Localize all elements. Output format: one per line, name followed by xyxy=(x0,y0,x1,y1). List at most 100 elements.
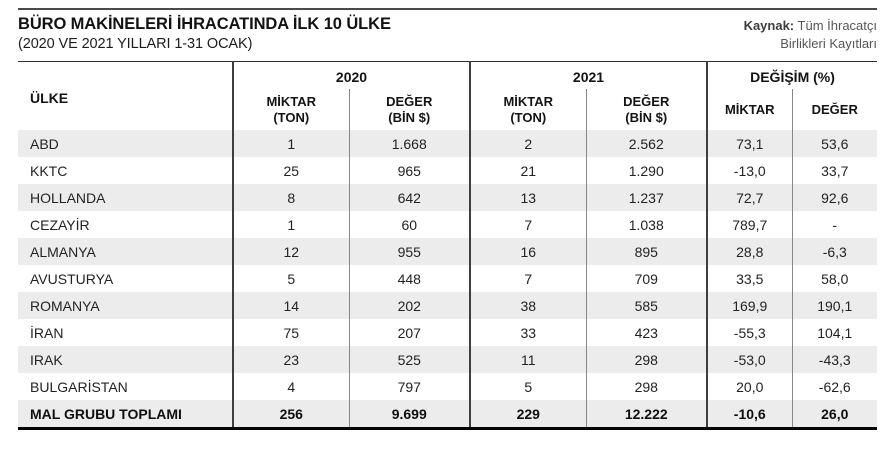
column-group-2021: 2021 xyxy=(470,61,708,90)
value-cell: 7 xyxy=(470,211,587,239)
column-group-change: DEĞİŞİM (%) xyxy=(707,61,877,90)
sub-header-row: MİKTAR (TON) DEĞER (BİN $) MİKTAR (TON) … xyxy=(18,89,877,131)
country-cell: BULGARİSTAN xyxy=(18,373,234,401)
value-cell: 20,0 xyxy=(707,373,793,401)
value-cell: 38 xyxy=(470,292,587,320)
value-cell: 298 xyxy=(586,373,708,401)
table-row: HOLLANDA 8 642 13 1.237 72,7 92,6 xyxy=(18,184,877,212)
value-cell: 1.668 xyxy=(349,130,471,158)
value-cell: 1 xyxy=(233,130,350,158)
value-cell: 26,0 xyxy=(821,405,849,422)
value-cell: 92,6 xyxy=(821,189,849,206)
table-row: BULGARİSTAN 4 797 5 298 20,0 -62,6 xyxy=(18,373,877,401)
table-row: IRAK 23 525 11 298 -53,0 -43,3 xyxy=(18,346,877,374)
table-row: CEZAYİR 1 60 7 1.038 789,7 - xyxy=(18,211,877,239)
value-cell: 1.290 xyxy=(586,157,708,185)
value-cell: 4 xyxy=(233,373,350,401)
value-cell: 5 xyxy=(233,265,350,293)
value-cell: -6,3 xyxy=(822,243,847,260)
source-label: Kaynak: xyxy=(743,18,795,33)
value-cell: 202 xyxy=(349,292,471,320)
value-cell: 21 xyxy=(470,157,587,185)
bin-unit-label: (BİN $) xyxy=(388,109,431,125)
value-cell: 11 xyxy=(470,346,587,374)
value-cell: 789,7 xyxy=(707,211,793,239)
value-cell: 16 xyxy=(470,238,587,266)
bin-unit-label: (BİN $) xyxy=(625,109,668,125)
page-subtitle: (2020 VE 2021 YILLARI 1-31 OCAK) xyxy=(18,35,253,52)
value-cell: 1.237 xyxy=(586,184,708,212)
table-row: KKTC 25 965 21 1.290 -13,0 33,7 xyxy=(18,157,877,185)
value-cell: 2.562 xyxy=(586,130,708,158)
country-cell: HOLLANDA xyxy=(18,184,234,212)
deger-label: DEĞER xyxy=(386,94,433,109)
value-cell: 965 xyxy=(349,157,471,185)
value-cell: 33,5 xyxy=(707,265,793,293)
value-cell: 797 xyxy=(349,373,471,401)
value-cell: 14 xyxy=(233,292,350,320)
value-cell: 72,7 xyxy=(707,184,793,212)
value-cell: - xyxy=(832,216,838,233)
value-cell: 448 xyxy=(349,265,471,293)
country-cell: ABD xyxy=(18,130,234,158)
value-cell: 53,6 xyxy=(821,135,849,152)
column-header-change-deger: DEĞER xyxy=(792,89,877,131)
column-header-change-miktar: MİKTAR xyxy=(707,89,793,131)
value-cell: 5 xyxy=(470,373,587,401)
value-cell: 1 xyxy=(233,211,350,239)
value-cell: 1.038 xyxy=(586,211,708,239)
value-cell: 642 xyxy=(349,184,471,212)
country-cell: KKTC xyxy=(18,157,234,185)
column-header-deger-2021: DEĞER (BİN $) xyxy=(586,89,708,131)
value-cell: 256 xyxy=(233,400,350,429)
country-cell: ROMANYA xyxy=(18,292,234,320)
value-cell: 58,0 xyxy=(821,270,849,287)
infographic-container: BÜRO MAKİNELERİ İHRACATINDA İLK 10 ÜLKE … xyxy=(0,8,895,431)
value-cell: 60 xyxy=(349,211,471,239)
value-cell: 28,8 xyxy=(707,238,793,266)
column-header-miktar-2021: MİKTAR (TON) xyxy=(470,89,587,131)
value-cell: 12.222 xyxy=(586,400,708,429)
value-cell: -53,0 xyxy=(707,346,793,374)
source-text-line2: Birlikleri Kayıtları xyxy=(780,35,877,51)
value-cell: -10,6 xyxy=(707,400,793,429)
value-cell: -62,6 xyxy=(818,378,851,395)
table-row: ABD 1 1.668 2 2.562 73,1 53,6 xyxy=(18,130,877,158)
ton-unit-label: (TON) xyxy=(273,109,310,125)
page-title: BÜRO MAKİNELERİ İHRACATINDA İLK 10 ÜLKE xyxy=(18,15,391,33)
export-table: ÜLKE 2020 2021 DEĞİŞİM (%) MİKTAR (TON) … xyxy=(18,61,877,431)
value-cell: -13,0 xyxy=(707,157,793,185)
value-cell: 23 xyxy=(233,346,350,374)
value-cell: 298 xyxy=(586,346,708,374)
value-cell: 895 xyxy=(586,238,708,266)
value-cell: 585 xyxy=(586,292,708,320)
table-header: ÜLKE 2020 2021 DEĞİŞİM (%) MİKTAR (TON) … xyxy=(18,61,877,131)
value-cell: 2 xyxy=(470,130,587,158)
source-text-line1: Tüm İhracatçı xyxy=(797,18,877,33)
value-cell: 33,7 xyxy=(821,162,849,179)
column-header-miktar-2020: MİKTAR (TON) xyxy=(233,89,350,131)
column-header-country: ÜLKE xyxy=(18,61,234,131)
value-cell: 12 xyxy=(233,238,350,266)
table-row: AVUSTURYA 5 448 7 709 33,5 58,0 xyxy=(18,265,877,293)
country-cell: IRAK xyxy=(18,346,234,374)
deger-label: DEĞER xyxy=(623,94,670,109)
table-row: ALMANYA 12 955 16 895 28,8 -6,3 xyxy=(18,238,877,266)
group-header-row: ÜLKE 2020 2021 DEĞİŞİM (%) xyxy=(18,61,877,131)
header-area: BÜRO MAKİNELERİ İHRACATINDA İLK 10 ÜLKE … xyxy=(18,15,877,52)
table-row: İRAN 75 207 33 423 -55,3 104,1 xyxy=(18,319,877,347)
value-cell: 169,9 xyxy=(707,292,793,320)
value-cell: 104,1 xyxy=(817,324,853,341)
value-cell: 525 xyxy=(349,346,471,374)
value-cell: 73,1 xyxy=(707,130,793,158)
table-total-row: MAL GRUBU TOPLAMI 256 9.699 229 12.222 -10,6 2… xyxy=(18,400,877,429)
value-cell: 8 xyxy=(233,184,350,212)
value-cell: 955 xyxy=(349,238,471,266)
table-row: ROMANYA 14 202 38 585 169,9 190,1 xyxy=(18,292,877,320)
value-cell: 9.699 xyxy=(349,400,471,429)
country-cell: CEZAYİR xyxy=(18,211,234,239)
value-cell: 709 xyxy=(586,265,708,293)
country-cell: İRAN xyxy=(18,319,234,347)
value-cell: 207 xyxy=(349,319,471,347)
value-cell: 25 xyxy=(233,157,350,185)
